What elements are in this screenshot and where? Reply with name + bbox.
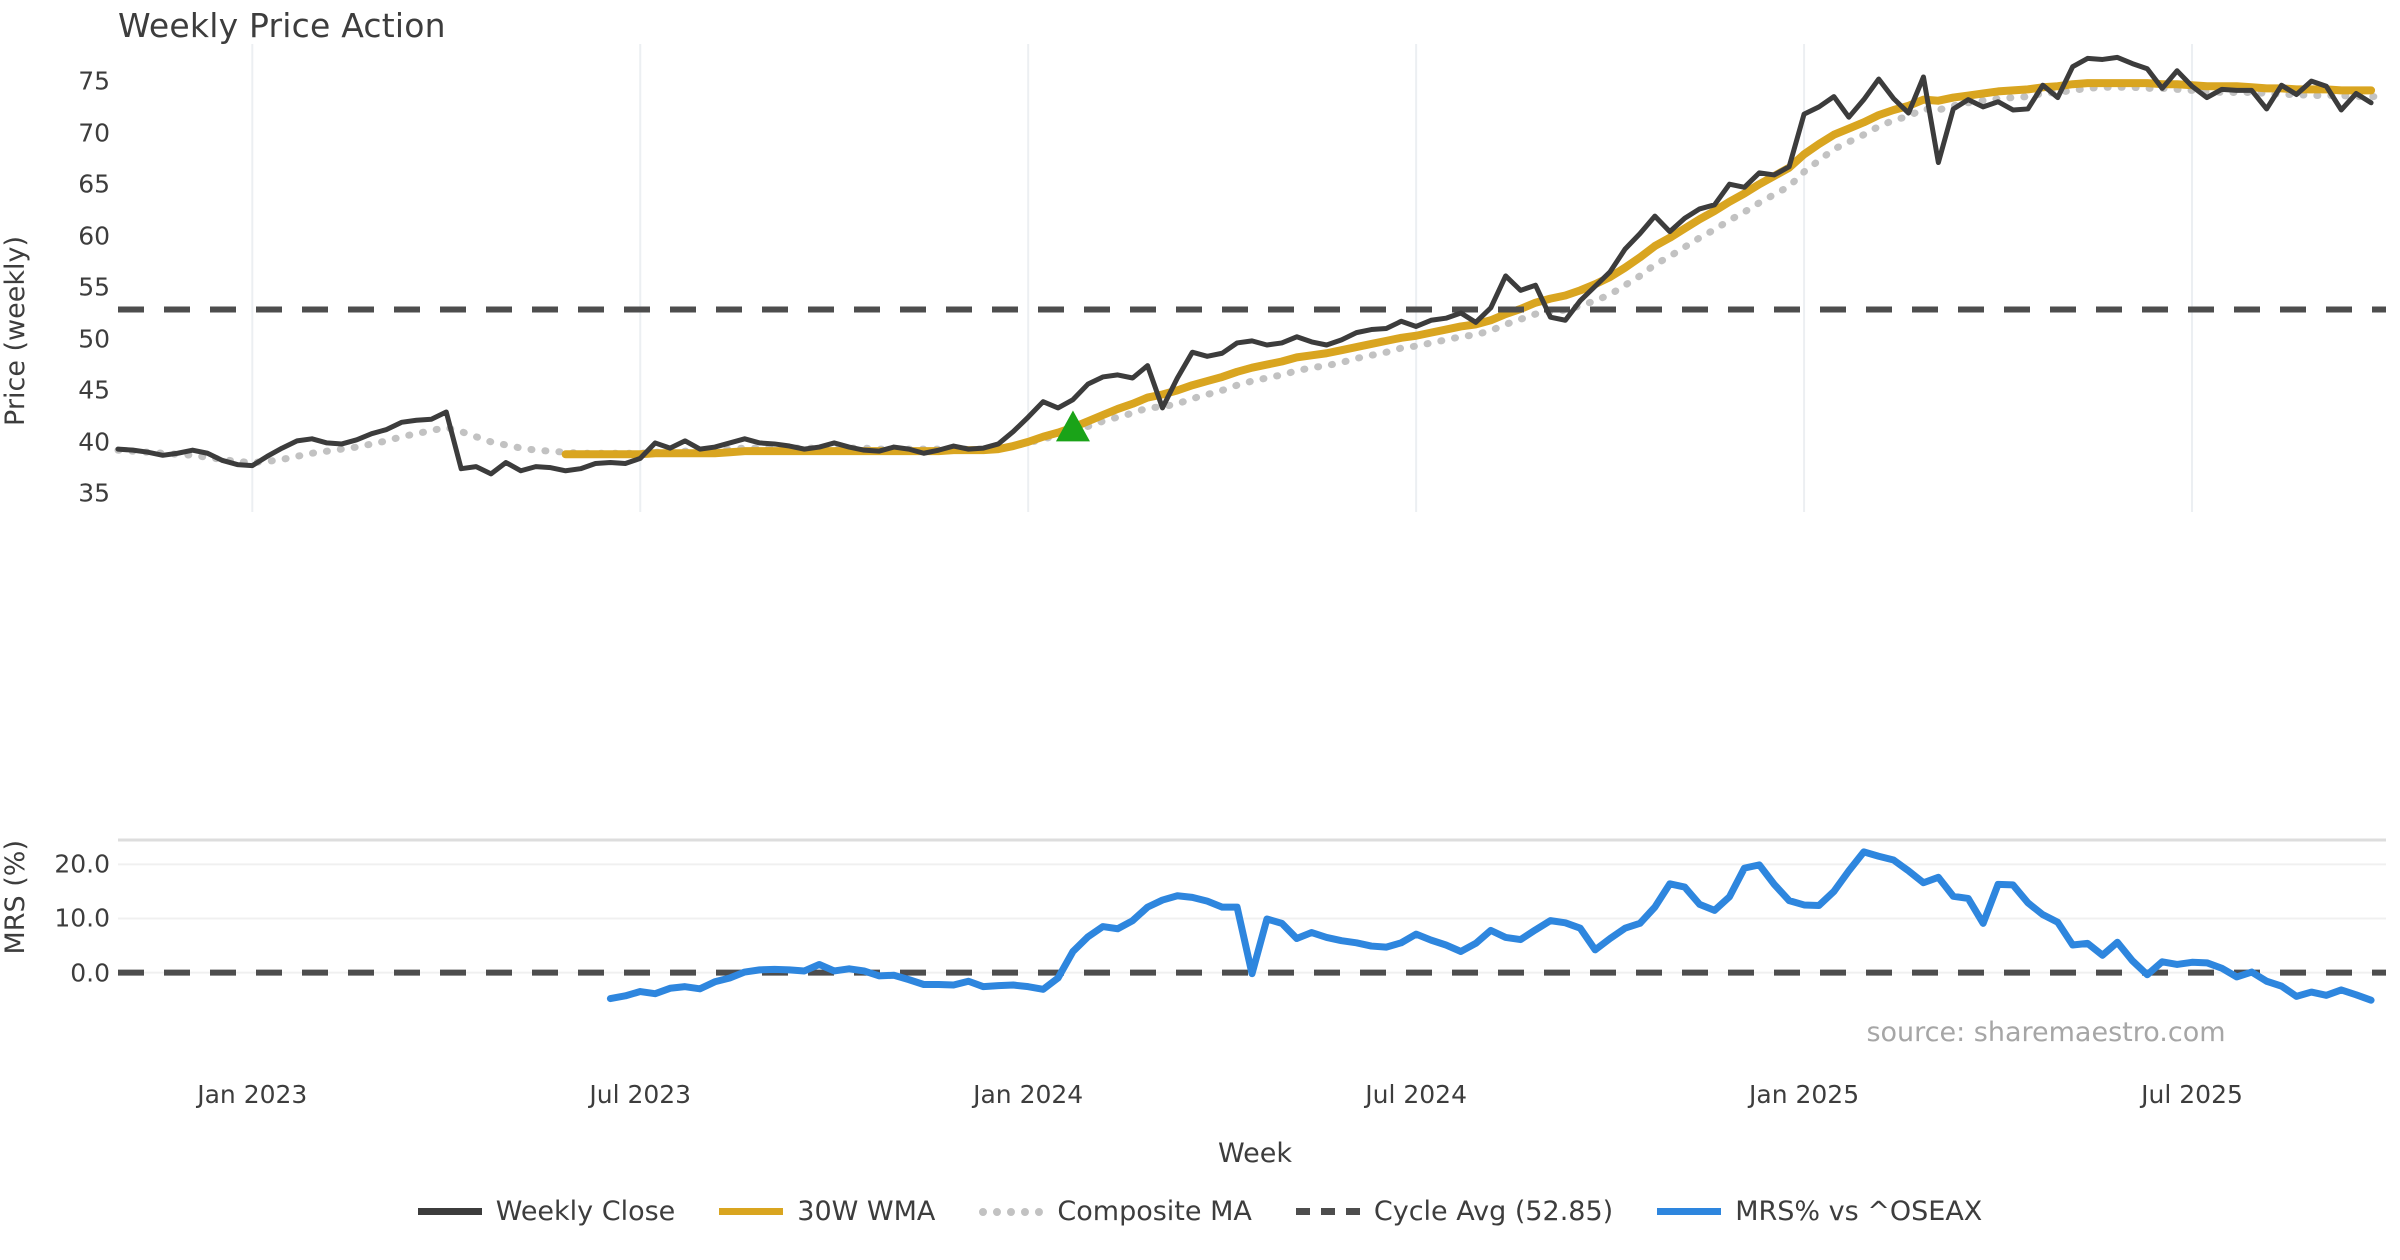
x-tick: Jul 2025 — [2141, 1080, 2243, 1109]
series-composite-ma — [114, 83, 2390, 467]
legend-label: MRS% vs ^OSEAX — [1735, 1196, 1983, 1227]
legend-label: Composite MA — [1057, 1196, 1252, 1227]
legend-item[interactable]: MRS% vs ^OSEAX — [1657, 1196, 1982, 1227]
legend-item[interactable]: Composite MA — [979, 1196, 1252, 1227]
x-tick: Jul 2024 — [1365, 1080, 1467, 1109]
chart-legend: Weekly Close 30W WMA Composite MA Cycle Avg… — [0, 1196, 2400, 1227]
x-tick: Jul 2023 — [589, 1080, 692, 1109]
legend-item[interactable]: Cycle Avg (52.85) — [1295, 1196, 1614, 1227]
mrs-y-tick: 0.0 — [70, 958, 110, 988]
page-title: Weekly Price Action — [118, 6, 446, 45]
mrs-y-tick: 10.0 — [54, 903, 110, 933]
legend-label: 30W WMA — [797, 1196, 936, 1227]
legend-item[interactable]: 30W WMA — [719, 1196, 935, 1227]
x-tick: Jan 2023 — [197, 1080, 308, 1109]
price-y-tick: 45 — [78, 375, 110, 405]
mrs-y-tick: 20.0 — [54, 849, 110, 879]
legend-label: Weekly Close — [495, 1196, 676, 1227]
buy-signal-marker — [1055, 410, 1090, 442]
legend-swatch-solid — [417, 1208, 482, 1215]
price-y-tick: 75 — [78, 66, 110, 96]
x-tick: Jan 2025 — [1749, 1080, 1860, 1109]
price-y-tick: 35 — [78, 478, 110, 508]
legend-swatch-solid — [1657, 1208, 1722, 1215]
legend-label: Cycle Avg (52.85) — [1373, 1196, 1614, 1227]
price-y-tick: 65 — [78, 169, 110, 199]
price-y-tick: 50 — [78, 324, 110, 354]
legend-swatch-dotted — [979, 1207, 1044, 1216]
legend-item[interactable]: Weekly Close — [417, 1196, 676, 1227]
series-weekly-close — [115, 54, 2374, 477]
series-mrs — [606, 848, 2375, 1004]
series-30w-wma — [561, 79, 2376, 459]
x-tick: Jan 2024 — [973, 1080, 1084, 1109]
legend-swatch-solid — [719, 1208, 784, 1215]
price-y-tick: 40 — [78, 427, 110, 457]
price-y-tick: 55 — [78, 272, 110, 302]
price-y-tick: 70 — [78, 118, 110, 148]
x-axis-label: Week — [1218, 1138, 1292, 1169]
legend-swatch-dashed — [1295, 1208, 1360, 1215]
price-y-tick: 60 — [78, 221, 110, 251]
